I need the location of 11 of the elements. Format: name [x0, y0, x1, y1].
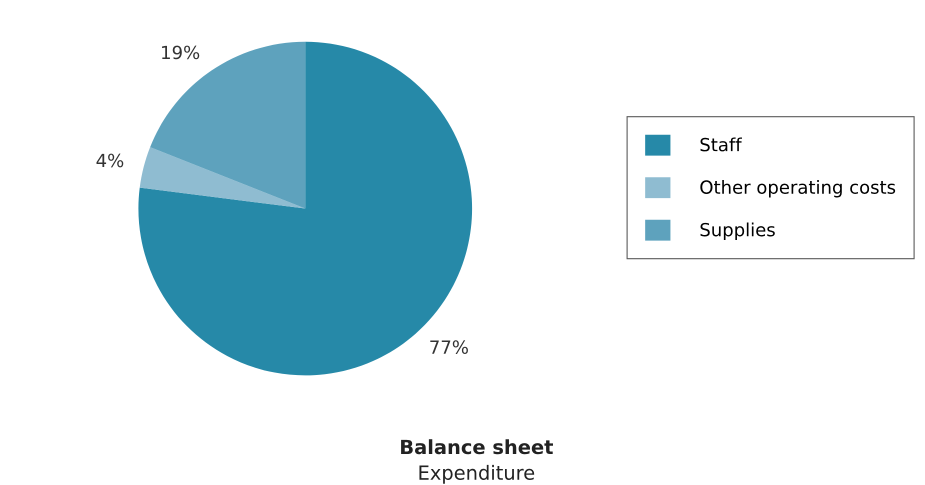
legend-label: Staff [700, 137, 742, 152]
data-label: 4% [96, 154, 124, 168]
pie-slice [150, 42, 306, 209]
text: Expenditure [419, 464, 534, 484]
data-label: 19% [162, 46, 200, 60]
data-label: 77% [430, 340, 468, 354]
text: Balance sheet [401, 439, 553, 454]
pie-slice [140, 147, 306, 209]
legend-label: Supplies [700, 222, 775, 240]
legend-label: Other operating costs [700, 180, 896, 198]
pie-slice [138, 42, 472, 376]
